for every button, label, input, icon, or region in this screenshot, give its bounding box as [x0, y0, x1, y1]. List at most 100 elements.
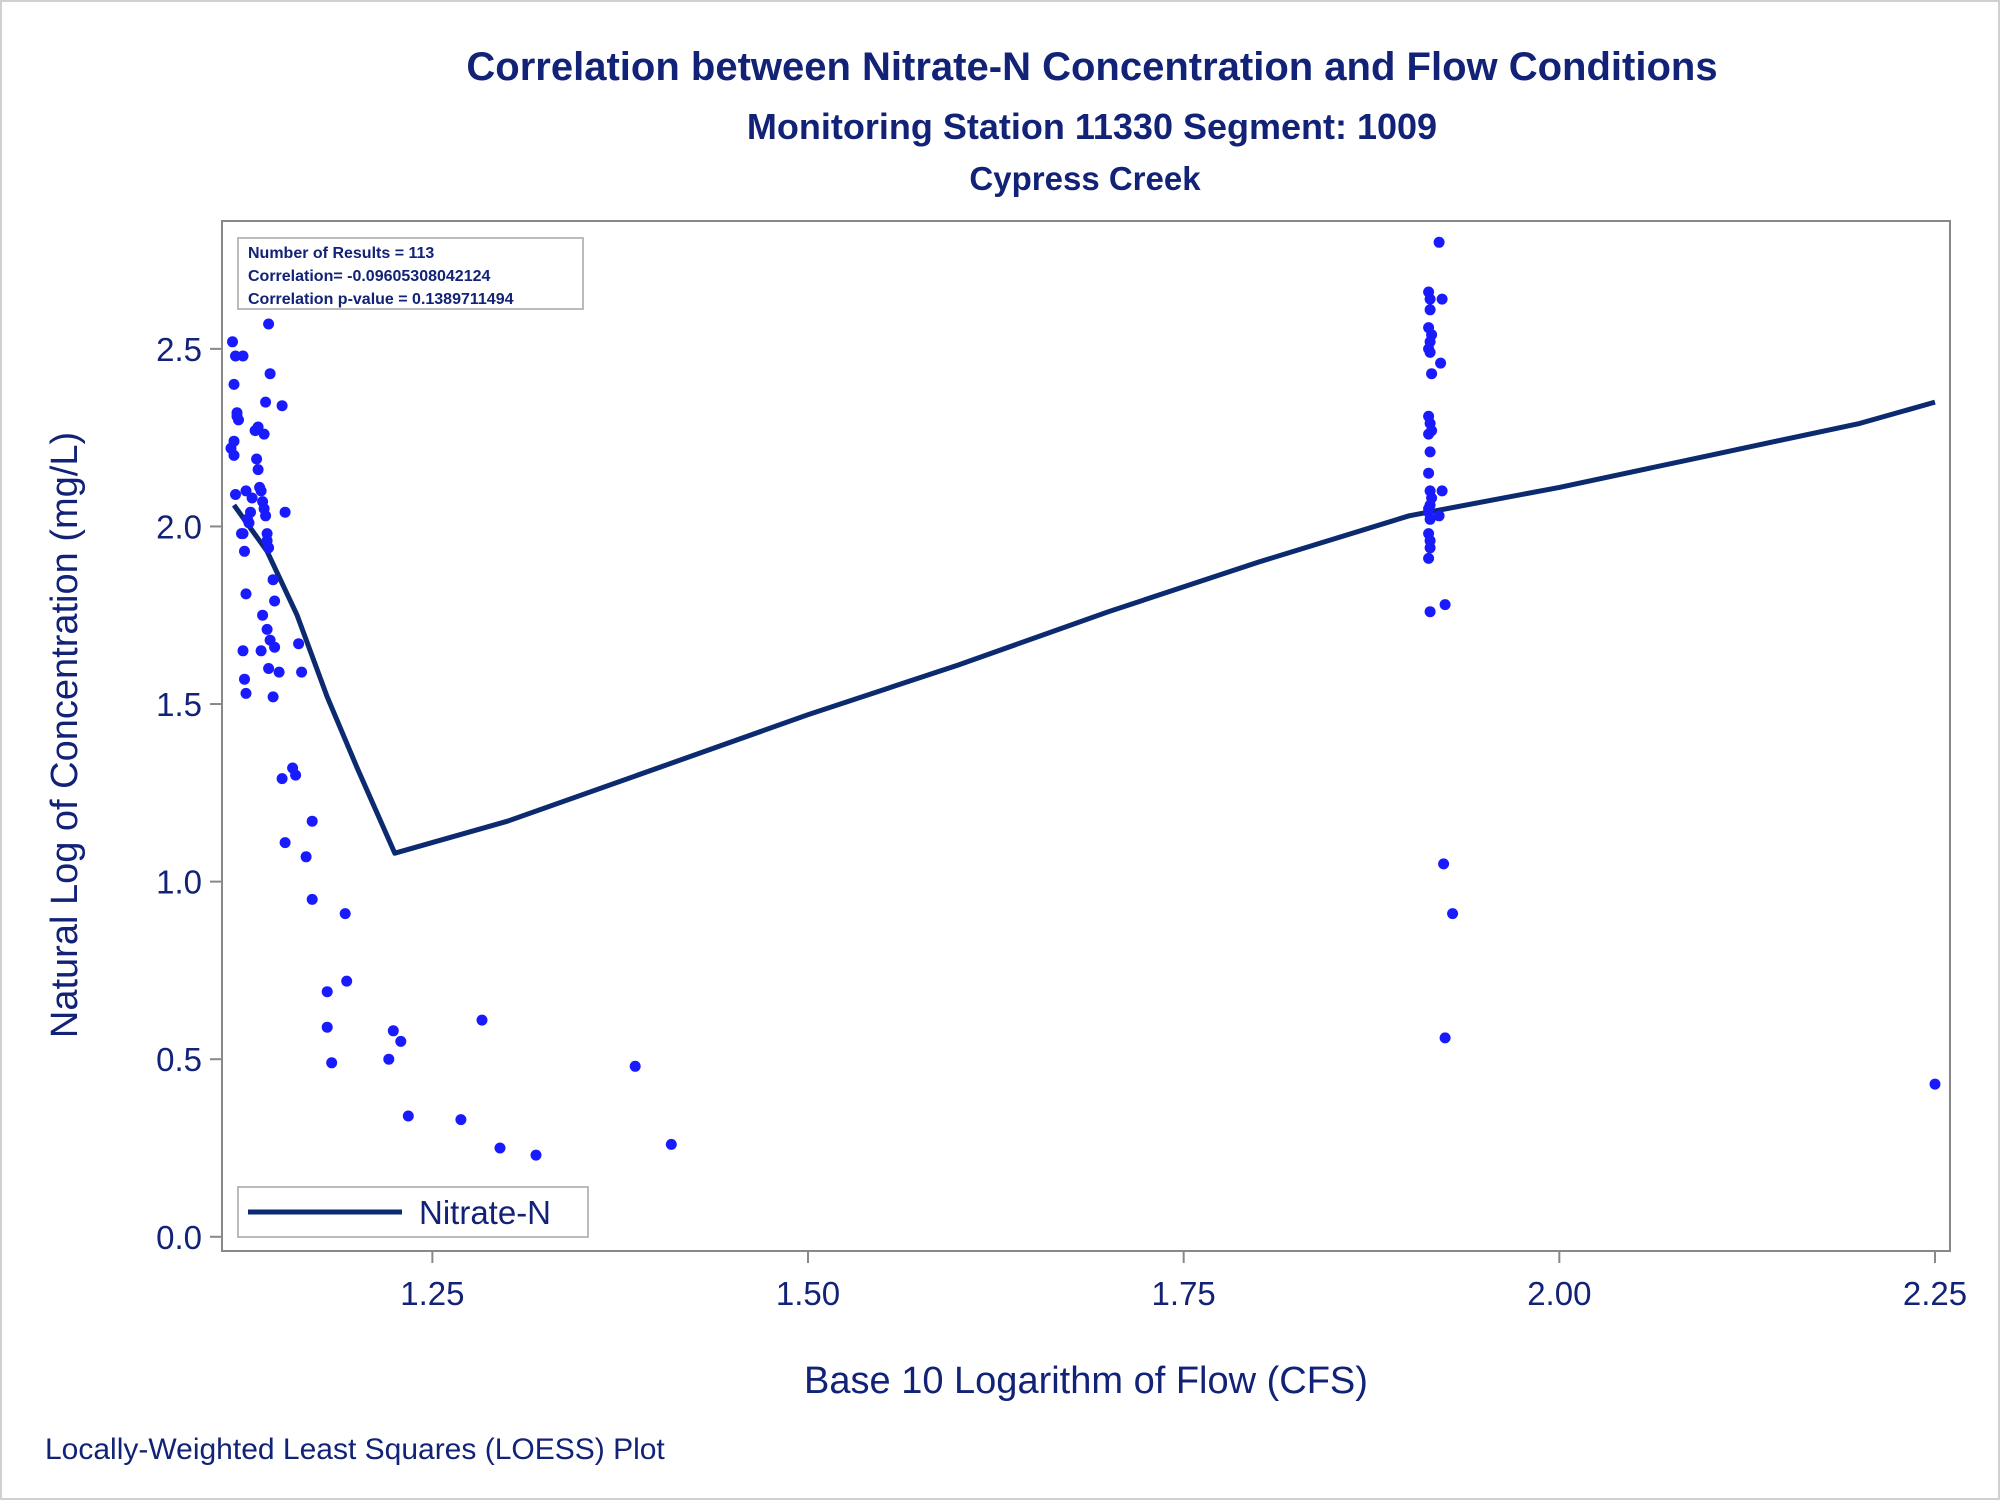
- scatter-point: [227, 336, 238, 348]
- scatter-point: [300, 851, 312, 863]
- scatter-point: [230, 489, 241, 500]
- y-tick-label: 2.5: [156, 331, 202, 368]
- scatter-point: [1436, 485, 1448, 497]
- scatter-point: [243, 517, 255, 529]
- legend-label-nitrate-n: Nitrate-N: [419, 1194, 551, 1231]
- scatter-point: [321, 1021, 333, 1033]
- scatter-point: [257, 609, 269, 621]
- scatter-point: [306, 815, 318, 827]
- scatter-point: [455, 1114, 467, 1126]
- scatter-point: [245, 506, 256, 518]
- scatter-point: [402, 1110, 414, 1122]
- x-tick-label: 1.75: [1152, 1275, 1216, 1312]
- scatter-point: [261, 528, 273, 540]
- legend: Nitrate-N: [237, 1186, 589, 1238]
- chart-title: Correlation between Nitrate-N Concentrat…: [466, 45, 1717, 89]
- scatter-point: [246, 492, 258, 504]
- scatter-point: [260, 510, 272, 522]
- scatter-point: [252, 464, 264, 476]
- scatter-point: [261, 623, 273, 635]
- scatter-point: [240, 588, 252, 600]
- scatter-point: [273, 666, 285, 678]
- scatter-point: [237, 645, 249, 657]
- scatter-point: [1423, 552, 1435, 564]
- stats-number-of-results: Number of Results = 113: [248, 245, 434, 262]
- scatter-point: [239, 545, 250, 557]
- scatter-point: [321, 986, 333, 998]
- scatter-point: [530, 1149, 542, 1161]
- scatter-point: [267, 691, 279, 703]
- scatter-point: [263, 318, 275, 330]
- scatter-point: [263, 663, 275, 674]
- scatter-point: [387, 1025, 399, 1037]
- scatter-point: [1439, 599, 1451, 611]
- scatter-point: [228, 435, 240, 447]
- scatter-point: [1424, 535, 1436, 547]
- scatter-point: [1447, 908, 1459, 920]
- footnote: Locally-Weighted Least Squares (LOESS) P…: [45, 1433, 665, 1466]
- stats-p-value: Correlation p-value = 0.1389711494: [248, 291, 514, 308]
- y-tick-label: 0.5: [156, 1041, 202, 1078]
- scatter-point: [264, 368, 276, 380]
- scatter-point: [341, 975, 353, 987]
- scatter-point: [1426, 368, 1438, 380]
- scatter-point: [233, 414, 244, 426]
- stats-correlation: Correlation= -0.09605308042124: [248, 268, 490, 285]
- scatter-point: [1424, 293, 1436, 305]
- x-tick-label: 1.50: [776, 1275, 840, 1312]
- stats-box-border: [237, 237, 584, 310]
- scatter-point: [251, 453, 263, 465]
- scatter-point: [1929, 1078, 1941, 1090]
- scatter-point: [269, 641, 281, 653]
- scatter-point: [476, 1014, 488, 1026]
- scatter-point: [239, 673, 250, 685]
- scatter-point: [383, 1053, 395, 1065]
- scatter-point: [255, 645, 267, 657]
- scatter-point: [326, 1057, 338, 1069]
- scatter-point: [296, 666, 308, 678]
- y-tick-label: 1.5: [156, 686, 202, 723]
- x-tick-label: 1.25: [400, 1275, 464, 1312]
- y-tick-label: 1.0: [156, 864, 202, 901]
- scatter-point: [339, 908, 351, 920]
- y-tick-label: 0.0: [156, 1219, 202, 1256]
- loess-line-nitrate-n: [231, 399, 1936, 856]
- x-axis: 1.25 1.50 1.75 2.00 2.25: [400, 1251, 1967, 1312]
- scatter-point: [1435, 357, 1447, 369]
- scatter-point: [276, 400, 288, 412]
- x-tick-label: 2.00: [1527, 1275, 1591, 1312]
- scatter-point: [290, 769, 302, 781]
- scatter-point: [1436, 293, 1448, 305]
- scatter-point: [263, 542, 275, 554]
- chart-subtitle: Monitoring Station 11330 Segment: 1009: [747, 106, 1437, 147]
- scatter-point: [269, 595, 281, 607]
- scatter-point: [279, 837, 291, 849]
- y-axis-label: Natural Log of Concentration (mg/L): [44, 432, 86, 1038]
- plot-area-border: [221, 220, 1951, 1252]
- x-tick-label: 2.25: [1903, 1275, 1967, 1312]
- y-tick-label: 2.0: [156, 508, 202, 545]
- scatter-point: [258, 428, 270, 440]
- scatter-point: [254, 481, 266, 493]
- scatter-point: [1433, 236, 1445, 248]
- scatter-point: [494, 1142, 506, 1154]
- scatter-point: [1439, 1032, 1451, 1044]
- scatter-point: [240, 687, 252, 699]
- y-axis: 0.0 0.5 1.0 1.5 2.0 2.5: [156, 331, 222, 1256]
- x-axis-label: Base 10 Logarithm of Flow (CFS): [804, 1360, 1368, 1402]
- scatter-point: [1424, 304, 1436, 316]
- scatter-point: [1433, 510, 1445, 522]
- scatter-point: [395, 1035, 407, 1047]
- scatter-point: [1423, 428, 1435, 440]
- scatter-points: [225, 236, 1941, 1211]
- scatter-point: [1424, 513, 1436, 525]
- scatter-point: [1424, 606, 1436, 618]
- scatter-point: [629, 1060, 641, 1072]
- scatter-point: [1424, 446, 1436, 458]
- scatter-point: [228, 378, 240, 390]
- scatter-point: [237, 350, 249, 362]
- scatter-point: [293, 638, 305, 650]
- scatter-point: [1424, 346, 1436, 358]
